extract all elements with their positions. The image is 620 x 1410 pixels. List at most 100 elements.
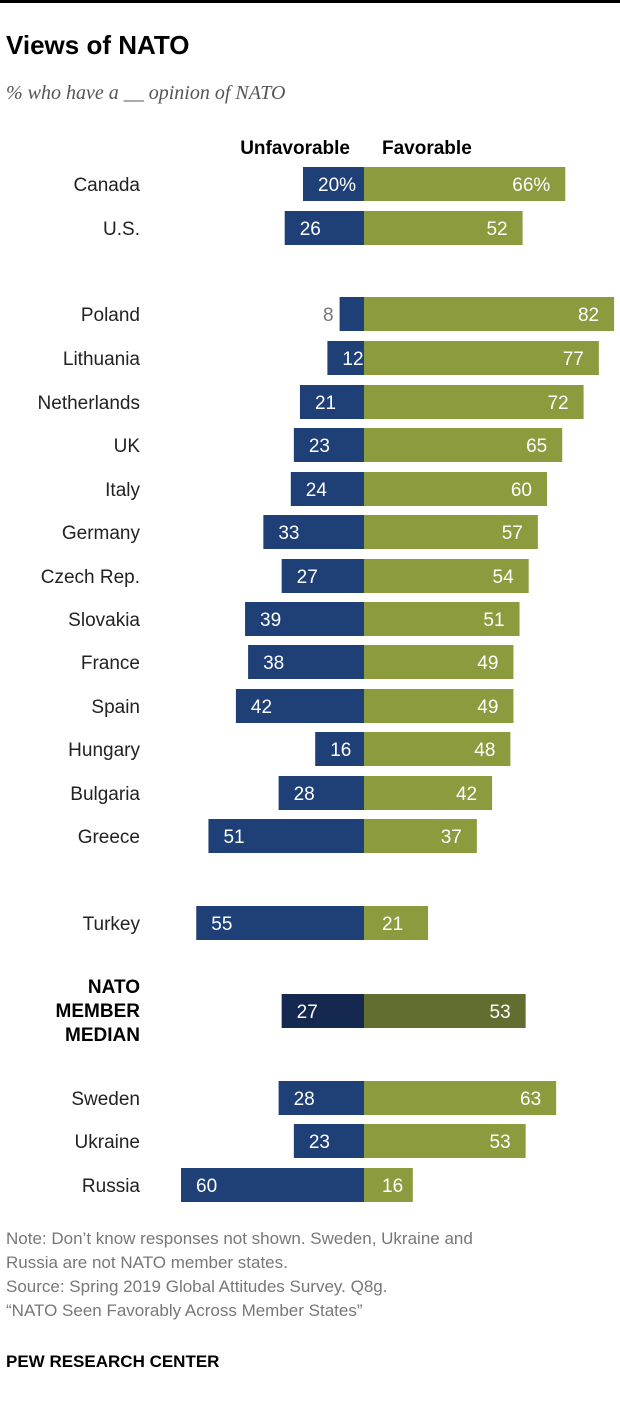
bar-favorable-u-s [364, 211, 523, 245]
value-unfavorable-poland: 8 [323, 305, 334, 326]
value-favorable-nato-member-median: 53 [490, 1002, 511, 1023]
value-favorable-lithuania: 77 [563, 349, 584, 370]
value-unfavorable-nato-member-median: 27 [297, 1002, 318, 1023]
chart-subtitle: % who have a __ opinion of NATO [6, 82, 286, 104]
value-favorable-netherlands: 72 [547, 393, 568, 414]
bar-favorable-russia [364, 1168, 413, 1202]
bar-unfavorable-lithuania [327, 341, 364, 375]
value-favorable-hungary: 48 [474, 740, 495, 761]
value-favorable-sweden: 63 [520, 1089, 541, 1110]
bar-unfavorable-czech-rep [281, 559, 364, 593]
value-unfavorable-czech-rep: 27 [297, 567, 318, 588]
row-label-uk: UK [114, 436, 141, 457]
bar-favorable-uk [364, 428, 563, 462]
bar-unfavorable-canada [303, 167, 364, 201]
value-unfavorable-germany: 33 [278, 523, 299, 544]
value-unfavorable-slovakia: 39 [260, 610, 281, 631]
bar-unfavorable-spain [235, 689, 364, 723]
brand-name: PEW RESEARCH CENTER [6, 1352, 220, 1371]
source-line: Source: Spring 2019 Global Attitudes Sur… [6, 1277, 388, 1296]
note-line: Russia are not NATO member states. [6, 1253, 288, 1272]
bar-unfavorable-greece [208, 819, 364, 853]
row-label-greece: Greece [78, 827, 140, 848]
bar-favorable-france [364, 645, 514, 679]
bar-favorable-bulgaria [364, 776, 493, 810]
bar-unfavorable-turkey [196, 906, 364, 940]
bar-unfavorable-france [248, 645, 364, 679]
bar-unfavorable-uk [293, 428, 364, 462]
row-label-sweden: Sweden [71, 1089, 140, 1110]
bar-favorable-lithuania [364, 341, 599, 375]
value-unfavorable-bulgaria: 28 [294, 784, 315, 805]
value-unfavorable-uk: 23 [309, 436, 330, 457]
bar-favorable-poland [364, 297, 615, 331]
value-favorable-germany: 57 [502, 523, 523, 544]
legend-favorable: Favorable [382, 138, 472, 159]
bar-unfavorable-netherlands [299, 385, 364, 419]
bar-unfavorable-poland [339, 297, 364, 331]
bar-favorable-italy [364, 472, 547, 506]
row-label-netherlands: Netherlands [38, 393, 140, 414]
top-rule [0, 0, 620, 3]
row-label-nato-member-median: NATO MEMBER MEDIAN [56, 977, 141, 1046]
diverging-bar-chart: Canada 20% 66% U.S. 26 52 Poland 8 82 Lithuania 12… [38, 167, 615, 1202]
value-favorable-bulgaria: 42 [456, 784, 477, 805]
row-label-canada: Canada [73, 175, 140, 196]
value-favorable-uk: 65 [526, 436, 547, 457]
value-favorable-canada: 66% [512, 175, 550, 196]
value-unfavorable-italy: 24 [306, 480, 328, 501]
bar-unfavorable-germany [263, 515, 364, 549]
chart-title: Views of NATO [6, 30, 190, 60]
bar-favorable-slovakia [364, 602, 520, 636]
row-label-u-s: U.S. [103, 219, 140, 240]
row-label-germany: Germany [62, 523, 141, 544]
row-label-lithuania: Lithuania [63, 349, 141, 370]
row-label-france: France [81, 653, 140, 674]
legend-unfavorable: Unfavorable [240, 138, 350, 159]
value-favorable-italy: 60 [511, 480, 532, 501]
bar-unfavorable-u-s [284, 211, 364, 245]
bar-unfavorable-italy [290, 472, 364, 506]
value-favorable-czech-rep: 54 [493, 567, 515, 588]
row-label-russia: Russia [82, 1176, 141, 1197]
value-favorable-slovakia: 51 [483, 610, 504, 631]
value-unfavorable-lithuania: 12 [342, 349, 363, 370]
report-title-line: “NATO Seen Favorably Across Member State… [6, 1301, 363, 1320]
value-unfavorable-netherlands: 21 [315, 393, 336, 414]
bar-favorable-czech-rep [364, 559, 529, 593]
value-favorable-turkey: 21 [382, 914, 403, 935]
row-label-ukraine: Ukraine [75, 1132, 140, 1153]
value-favorable-france: 49 [477, 653, 498, 674]
bar-favorable-spain [364, 689, 514, 723]
bar-favorable-germany [364, 515, 538, 549]
value-unfavorable-sweden: 28 [294, 1089, 315, 1110]
bar-unfavorable-slovakia [245, 602, 364, 636]
row-label-bulgaria: Bulgaria [70, 784, 140, 805]
row-label-spain: Spain [91, 697, 140, 718]
value-unfavorable-france: 38 [263, 653, 284, 674]
value-unfavorable-hungary: 16 [330, 740, 351, 761]
value-unfavorable-spain: 42 [251, 697, 272, 718]
bar-favorable-netherlands [364, 385, 584, 419]
value-unfavorable-canada: 20% [318, 175, 356, 196]
bar-favorable-turkey [364, 906, 429, 940]
row-label-turkey: Turkey [83, 914, 141, 935]
bar-favorable-nato-member-median [364, 994, 526, 1028]
value-favorable-spain: 49 [477, 697, 498, 718]
value-unfavorable-u-s: 26 [300, 219, 321, 240]
bar-favorable-greece [364, 819, 477, 853]
bar-favorable-sweden [364, 1081, 557, 1115]
value-unfavorable-turkey: 55 [211, 914, 232, 935]
bar-unfavorable-ukraine [293, 1124, 364, 1158]
value-favorable-greece: 37 [441, 827, 462, 848]
row-label-hungary: Hungary [68, 740, 140, 761]
value-favorable-poland: 82 [578, 305, 599, 326]
bar-unfavorable-nato-member-median [281, 994, 364, 1028]
row-label-poland: Poland [81, 305, 140, 326]
chart-note: Note: Don’t know responses not shown. Sw… [6, 1227, 606, 1323]
bar-favorable-canada [364, 167, 566, 201]
bar-favorable-ukraine [364, 1124, 526, 1158]
value-unfavorable-greece: 51 [223, 827, 244, 848]
value-favorable-u-s: 52 [486, 219, 507, 240]
bar-unfavorable-bulgaria [278, 776, 364, 810]
